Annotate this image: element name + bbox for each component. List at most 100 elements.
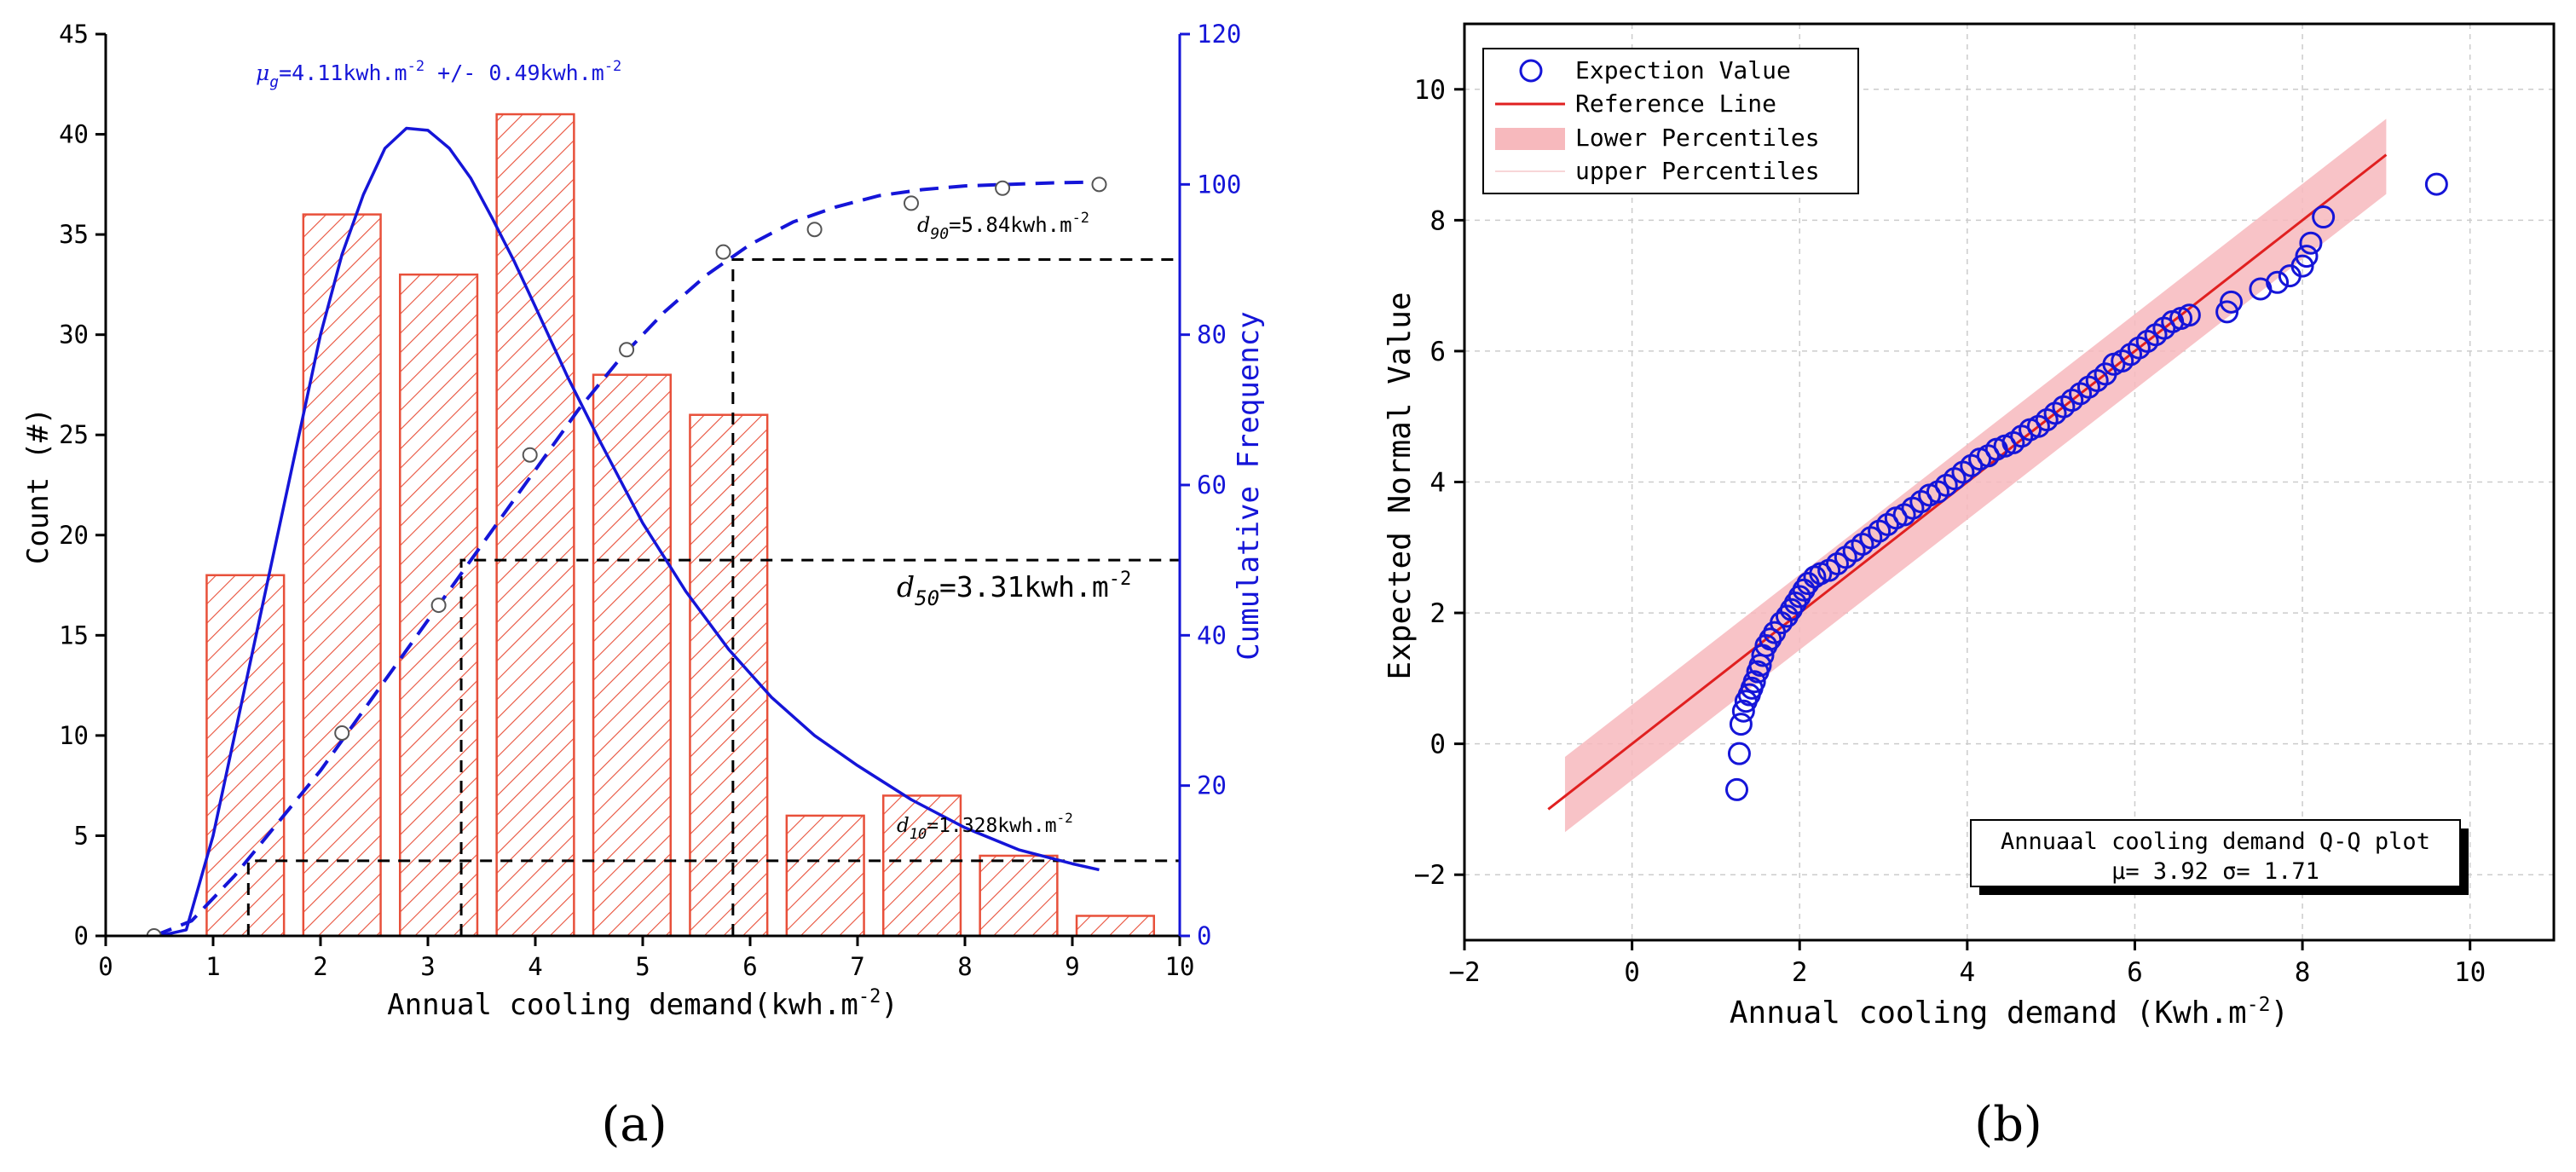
x-axis-label-a: Annual cooling demand(kwh.m-2) — [387, 986, 898, 1022]
y-tick-label-b-0: 0 — [1430, 730, 1446, 760]
x-axis-label-b: Annual cooling demand (Kwh.m-2) — [1730, 994, 2289, 1031]
y-axis-label-b: Expected Normal Value — [1383, 292, 1418, 679]
chart-a-lines — [146, 126, 1180, 936]
histogram-bar-8 — [979, 854, 1059, 938]
x-tick-label-a-9: 9 — [1065, 952, 1079, 981]
panel-label-b: (b) — [1974, 1097, 2042, 1152]
histogram-bar-6 — [785, 814, 865, 938]
x-tick-label-a-0: 0 — [98, 952, 113, 981]
legend-label-2: Lower Percentiles — [1575, 124, 1820, 152]
x-tick-label-b-2: 2 — [1792, 957, 1808, 988]
stats-box-title: Annuaal cooling demand Q-Q plot — [2001, 828, 2430, 855]
y-tick-label-a-35: 35 — [59, 220, 89, 249]
qq-point-12 — [1759, 627, 1782, 651]
y2-tick-label-a-100: 100 — [1197, 170, 1241, 199]
histogram-bar-0 — [205, 574, 286, 938]
histogram-bar-1 — [302, 213, 382, 938]
cumulative-curve — [153, 180, 1095, 936]
expectation-points — [1725, 172, 2448, 801]
cumulative-point-4 — [619, 342, 635, 358]
cumulative-point-2 — [430, 598, 447, 614]
d10-guide-line — [246, 859, 1180, 936]
legend-band-icon — [1495, 128, 1565, 150]
y-axis-label-a: Count (#) — [21, 407, 55, 564]
qq-point-66 — [2177, 303, 2201, 327]
d90-guide-line — [731, 258, 1180, 936]
qq-point-7 — [1742, 670, 1766, 694]
qq-point-73 — [2295, 245, 2319, 268]
y2-axis-label-a: Cumulative Frequency — [1232, 311, 1266, 660]
y-tick-label-b-8: 8 — [1430, 205, 1446, 236]
x-tick-label-a-8: 8 — [957, 952, 972, 981]
qq-point-76 — [2424, 172, 2448, 196]
qq-point-75 — [2312, 205, 2336, 229]
panel-label-a: (a) — [601, 1097, 667, 1152]
cumulative-point-6 — [806, 222, 823, 238]
y-tick-label-a-20: 20 — [59, 521, 89, 550]
qq-point-0 — [1725, 777, 1748, 801]
chart-a: 0 1 2 3 4 5 6 7 8 9 100510152025303540450204060801… — [21, 20, 1266, 1022]
x-tick-label-a-6: 6 — [742, 952, 757, 981]
d90-annotation: d90=5.84kwh.m-2 — [917, 210, 1089, 243]
cumulative-point-0 — [146, 928, 162, 936]
x-tick-label-b-6: 6 — [2127, 957, 2143, 988]
y2-tick-label-a-40: 40 — [1197, 621, 1227, 650]
y2-tick-label-a-60: 60 — [1197, 471, 1227, 499]
x-tick-label-b-10: 10 — [2454, 957, 2486, 988]
y-tick-label-a-0: 0 — [74, 921, 89, 950]
qq-point-1 — [1727, 742, 1751, 765]
qq-point-72 — [2290, 254, 2314, 278]
qq-point-2 — [1729, 713, 1753, 736]
d50-guide-line — [459, 558, 1180, 936]
chart-b-axes: −2 0 2 4 6 8 10 −2 0 2 4 6 8 10 — [1414, 22, 2556, 988]
qq-point-15 — [1775, 604, 1799, 628]
histogram-bar-9 — [1075, 915, 1156, 938]
qq-point-11 — [1754, 633, 1778, 657]
y2-tick-label-a-0: 0 — [1197, 921, 1211, 950]
x-tick-label-a-4: 4 — [528, 952, 542, 981]
y-tick-label-a-10: 10 — [59, 721, 89, 750]
chart-a-axes: 0 1 2 3 4 5 6 7 8 9 100510152025303540450204060801… — [59, 20, 1241, 981]
y-tick-label-b-6: 6 — [1430, 337, 1446, 367]
qq-point-16 — [1779, 598, 1803, 621]
chart-b: −2 0 2 4 6 8 10 −2 0 2 4 6 8 10 Expection Value Refer… — [1383, 22, 2556, 1031]
qq-point-68 — [2220, 290, 2244, 314]
y-tick-label-a-25: 25 — [59, 420, 89, 449]
x-tick-label-b-8: 8 — [2295, 957, 2311, 988]
qq-point-3 — [1731, 699, 1755, 723]
qq-point-18 — [1788, 585, 1811, 609]
y-tick-label-b-10: 10 — [1414, 75, 1446, 106]
y-tick-label-a-15: 15 — [59, 621, 89, 650]
y2-tick-label-a-20: 20 — [1197, 771, 1227, 800]
cumulative-point-3 — [522, 447, 538, 463]
histogram-bar-4 — [592, 373, 673, 938]
y-tick-label-b--2: −2 — [1414, 860, 1446, 891]
pdf-curve — [159, 126, 1100, 936]
cumulative-point-1 — [334, 725, 350, 741]
cumulative-point-5 — [715, 244, 731, 260]
y-tick-label-b-4: 4 — [1430, 468, 1446, 499]
x-tick-label-a-3: 3 — [420, 952, 435, 981]
legend-b: Expection Value Reference Line Lower Per… — [1482, 48, 1859, 194]
x-tick-label-b-0: 0 — [1624, 957, 1640, 988]
x-tick-label-b-4: 4 — [1960, 957, 1976, 988]
cumulative-point-9 — [1091, 176, 1107, 193]
qq-point-74 — [2299, 231, 2323, 255]
y-tick-label-a-45: 45 — [59, 20, 89, 49]
x-tick-label-b--2: −2 — [1448, 957, 1480, 988]
x-tick-label-a-10: 10 — [1165, 952, 1195, 981]
y-tick-label-a-30: 30 — [59, 320, 89, 349]
histogram-bar-5 — [689, 413, 769, 938]
x-tick-label-a-7: 7 — [850, 952, 864, 981]
d50-annotation: d50=3.31kwh.m-2 — [897, 569, 1131, 610]
cumulative-point-8 — [995, 180, 1011, 196]
mu-annotation: μg=4.11kwh.m-2 +/- 0.49kwh.m-2 — [256, 58, 621, 91]
y2-tick-label-a-120: 120 — [1197, 20, 1241, 49]
stats-box: Annuaal cooling demand Q-Q plot μ= 3.92 … — [1970, 819, 2469, 895]
x-tick-label-a-5: 5 — [635, 952, 650, 981]
x-tick-label-a-2: 2 — [313, 952, 327, 981]
legend-label-3: upper Percentiles — [1575, 157, 1820, 185]
y-tick-label-a-40: 40 — [59, 120, 89, 149]
legend-label-0: Expection Value — [1575, 56, 1791, 84]
